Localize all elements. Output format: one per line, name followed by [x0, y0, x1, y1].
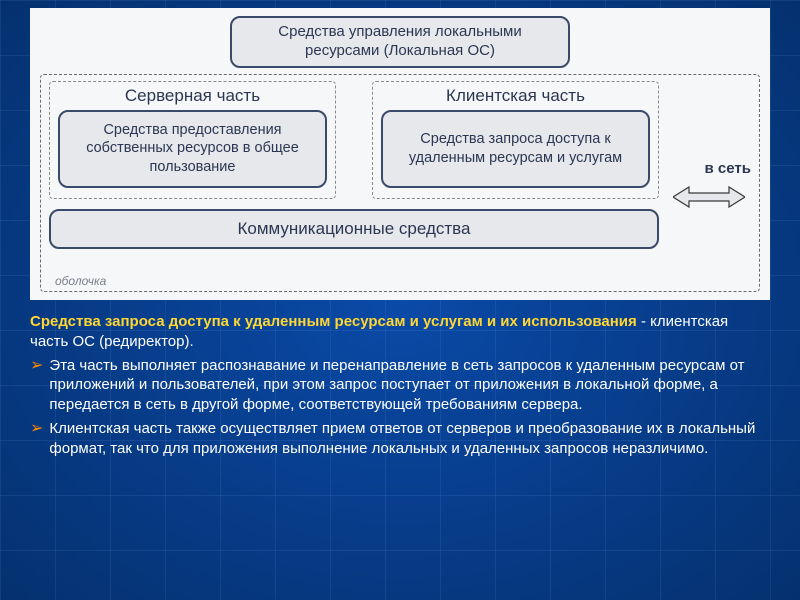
lead-paragraph: Средства запроса доступа к удаленным рес…: [30, 312, 770, 352]
server-column-title: Серверная часть: [58, 86, 327, 106]
bullet-item: ➢ Эта часть выполняет распознавание и пе…: [30, 356, 770, 415]
lead-highlight: Средства запроса доступа к удаленным рес…: [30, 313, 637, 330]
bullet-item: ➢ Клиентская часть также осуществляет пр…: [30, 419, 770, 459]
client-box: Средства запроса доступа к удаленным рес…: [381, 110, 650, 188]
server-box: Средства предоставления собственных ресу…: [58, 110, 327, 188]
client-column-title: Клиентская часть: [381, 86, 650, 106]
text-block: Средства запроса доступа к удаленным рес…: [30, 312, 770, 459]
bullet-text: Клиентская часть также осуществляет прие…: [49, 419, 770, 459]
top-box: Средства управления локальными ресурсами…: [230, 16, 570, 68]
client-column: Клиентская часть Средства запроса доступ…: [372, 81, 659, 199]
bullet-marker-icon: ➢: [30, 356, 43, 415]
double-arrow-icon: [673, 185, 745, 209]
network-label: в сеть: [705, 160, 751, 177]
shell-label: оболочка: [55, 274, 106, 288]
bullet-marker-icon: ➢: [30, 419, 43, 459]
bullet-text: Эта часть выполняет распознавание и пере…: [49, 356, 770, 415]
columns: Серверная часть Средства предоставления …: [49, 81, 659, 199]
dashed-wrapper: Серверная часть Средства предоставления …: [40, 74, 760, 292]
server-column: Серверная часть Средства предоставления …: [49, 81, 336, 199]
communication-box: Коммуникационные средства: [49, 209, 659, 249]
diagram-panel: Средства управления локальными ресурсами…: [30, 8, 770, 300]
